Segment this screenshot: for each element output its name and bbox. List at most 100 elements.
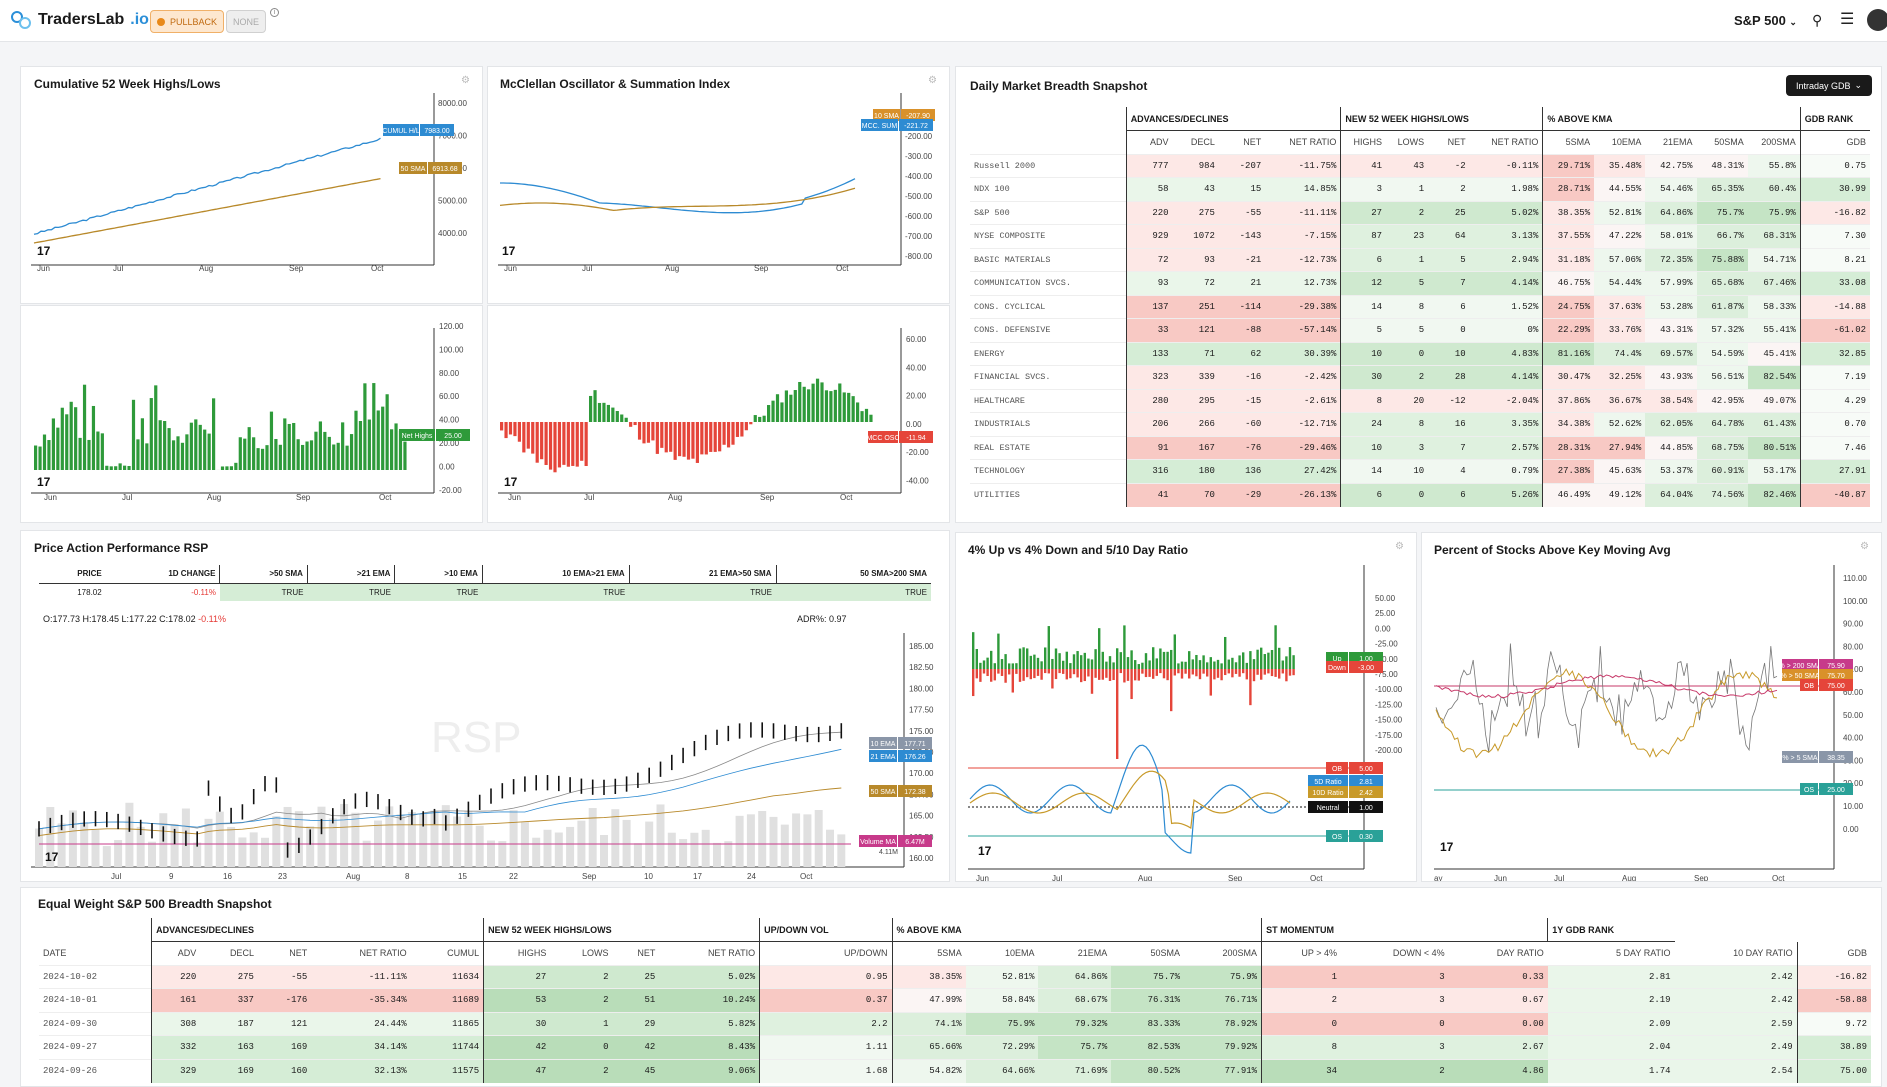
net-highs-bar — [332, 444, 335, 470]
table-cell: 6 — [1428, 483, 1469, 507]
table-cell: 0.79% — [1470, 460, 1543, 484]
net-highs-chart[interactable]: 120.00100.0080.0060.0040.0020.000.00-20.… — [21, 306, 484, 522]
y-tick-label: 80.00 — [1843, 642, 1864, 651]
down-bar — [1058, 669, 1060, 673]
four-pct-chart[interactable]: 50.0025.000.00-25.00-50.00-75.00-100.00-… — [956, 559, 1418, 881]
oscillator-bar — [740, 422, 743, 437]
col-header: GDB — [1800, 131, 1870, 155]
net-highs-bar — [181, 443, 184, 470]
settings-icon[interactable]: ⚙ — [1860, 541, 1869, 552]
y-tick-label: -125.00 — [1375, 700, 1403, 709]
oscillator-bar — [611, 408, 614, 422]
settings-icon[interactable]: ⚙ — [928, 75, 937, 86]
down-bar — [1199, 669, 1201, 679]
net-highs-bar — [74, 407, 77, 470]
info-icon[interactable]: i — [270, 8, 279, 17]
col-header: DECL — [1173, 131, 1219, 155]
up-bar — [1264, 654, 1266, 669]
menu-icon[interactable]: ☰ — [1840, 9, 1854, 29]
net-highs-bar — [346, 446, 349, 470]
down-bar — [1292, 669, 1294, 675]
table-cell: 42.95% — [1697, 389, 1748, 413]
table-cell: 62 — [1219, 342, 1265, 366]
net-highs-bar — [105, 466, 108, 470]
intraday-gdb-button[interactable]: Intraday GDB⌄ — [1786, 75, 1872, 96]
settings-icon[interactable]: ⚙ — [1395, 541, 1404, 552]
table-cell: 2.54 — [1675, 1059, 1798, 1083]
table-cell: 8.21 — [1800, 248, 1870, 272]
up-bar — [1278, 648, 1280, 669]
down-bar — [1152, 669, 1154, 679]
net-highs-bar — [159, 420, 162, 470]
table-cell: TRUE — [629, 583, 776, 601]
down-bar — [1112, 669, 1114, 680]
rsp-price-chart[interactable]: 185.00182.50180.00177.50175.00172.50170.… — [21, 627, 951, 883]
summation-index-chart[interactable]: -100.00-200.00-300.00-400.00-500.00-600.… — [488, 93, 951, 303]
table-cell: 44.85% — [1645, 436, 1696, 460]
net-highs-bar — [34, 446, 37, 470]
table-cell: 1072 — [1173, 225, 1219, 249]
volume-bar — [442, 805, 450, 867]
settings-icon[interactable]: ⚙ — [461, 75, 470, 86]
oscillator-bar — [607, 405, 610, 422]
col-header: DATE — [39, 942, 152, 966]
table-cell: 93 — [1126, 272, 1172, 296]
logo[interactable]: TradersLab.io — [10, 9, 149, 31]
y-tick-label: 180.00 — [909, 684, 934, 693]
table-cell: 2 — [550, 989, 612, 1013]
none-badge[interactable]: NONE — [226, 10, 266, 33]
col-header: 5SMA — [892, 942, 966, 966]
up-bar — [1267, 653, 1269, 669]
up-bar — [1224, 637, 1226, 669]
down-bar — [1001, 669, 1003, 676]
group-header: ADVANCES/DECLINES — [1126, 107, 1341, 131]
x-tick-label: Sep — [1694, 874, 1709, 881]
table-cell: 5.26% — [1470, 483, 1543, 507]
tradingview-logo-icon: 17 — [1440, 840, 1454, 854]
down-bar — [1253, 669, 1255, 681]
search-icon[interactable]: ⚲ — [1812, 12, 1822, 29]
net-highs-bar — [221, 466, 224, 470]
table-cell: 2 — [1386, 366, 1428, 390]
index-selector[interactable]: S&P 500 ⌄ — [1734, 13, 1797, 28]
table-cell: 30.39% — [1265, 342, 1341, 366]
equal-weight-card: Equal Weight S&P 500 Breadth Snapshot AD… — [20, 887, 1882, 1087]
oscillator-bar — [696, 422, 699, 463]
oscillator-bar — [669, 422, 672, 452]
pullback-badge[interactable]: PULLBACK — [150, 10, 224, 33]
table-cell: -88 — [1219, 319, 1265, 343]
card-title: Daily Market Breadth Snapshot — [970, 79, 1147, 93]
table-cell: -7.15% — [1265, 225, 1341, 249]
down-bar — [1051, 669, 1053, 688]
avatar[interactable] — [1867, 9, 1887, 31]
pct-above-kma-chart[interactable]: 110.00100.0090.0080.0070.0060.0050.0040.… — [1422, 559, 1883, 881]
net-highs-bar — [176, 436, 179, 470]
up-bar — [994, 663, 996, 669]
net-highs-bar — [368, 420, 371, 470]
down-bar — [1289, 669, 1291, 676]
y-tick-label: 8000.00 — [438, 99, 467, 108]
cumulative-hl-chart[interactable]: 8000.007000.006000.005000.004000.00JunJu… — [21, 93, 484, 303]
